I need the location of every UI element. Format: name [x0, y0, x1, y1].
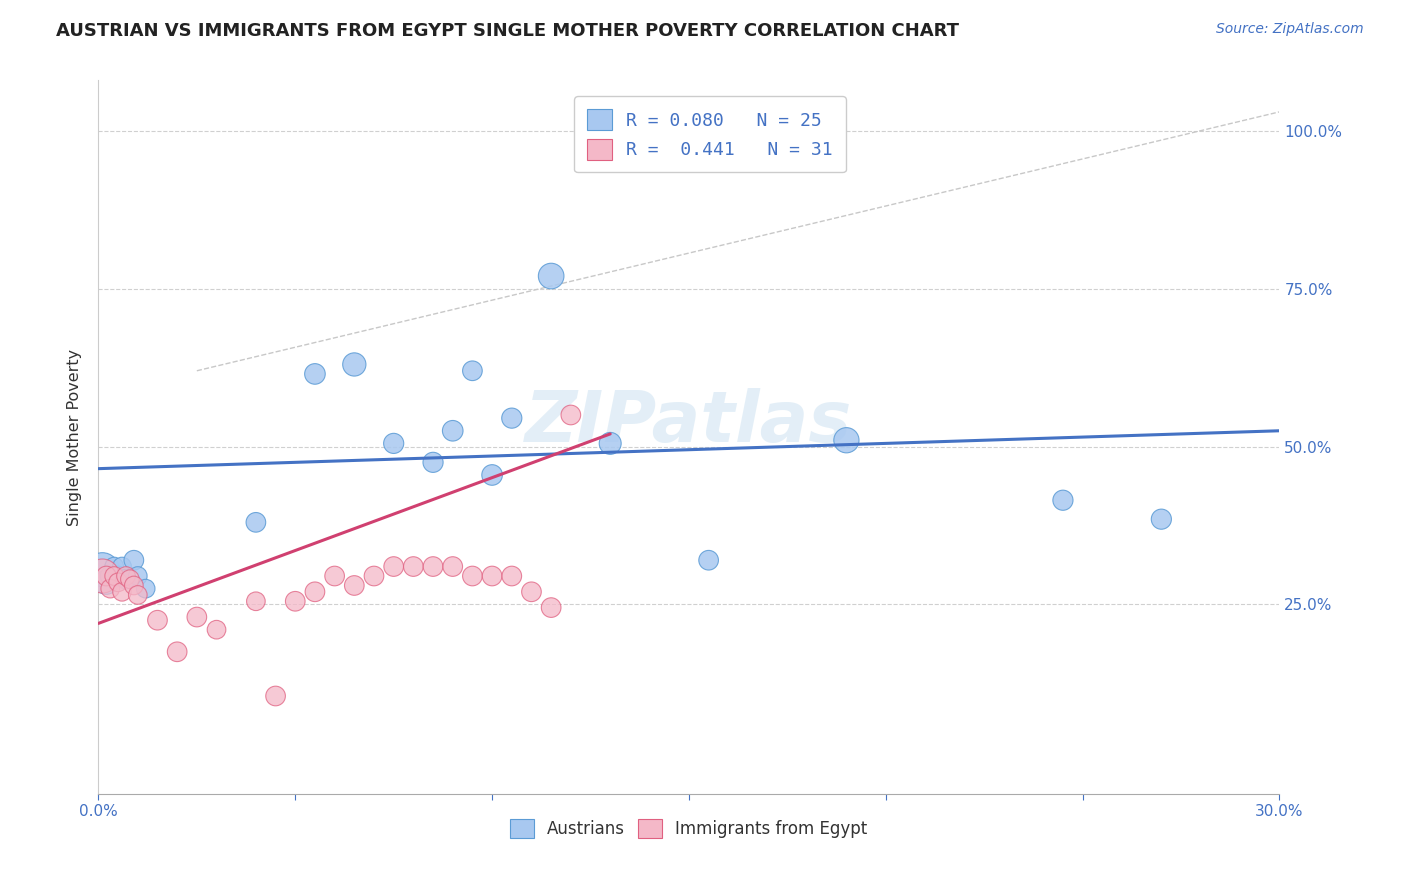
Point [441, 559, 464, 574]
Point [96, 575, 118, 590]
Point [835, 434, 858, 448]
Point [127, 588, 149, 602]
Point [245, 516, 267, 530]
Point [118, 572, 141, 586]
Point [501, 569, 523, 583]
Point [186, 610, 208, 624]
Point [501, 411, 523, 425]
Point [382, 559, 405, 574]
Point [422, 455, 444, 469]
Point [560, 408, 582, 422]
Point [96, 569, 118, 583]
Point [461, 364, 484, 378]
Point [540, 600, 562, 615]
Point [127, 569, 149, 583]
Point [1150, 512, 1173, 526]
Point [111, 584, 134, 599]
Point [697, 553, 720, 567]
Point [122, 553, 145, 567]
Point [146, 613, 169, 627]
Point [115, 569, 138, 583]
Point [98, 569, 121, 583]
Point [111, 559, 134, 574]
Legend: Austrians, Immigrants from Egypt: Austrians, Immigrants from Egypt [502, 810, 876, 847]
Point [323, 569, 346, 583]
Point [1052, 493, 1074, 508]
Point [205, 623, 228, 637]
Point [284, 594, 307, 608]
Point [382, 436, 405, 450]
Point [91, 563, 114, 577]
Point [481, 467, 503, 482]
Point [107, 569, 129, 583]
Point [461, 569, 484, 583]
Point [91, 569, 114, 583]
Point [304, 367, 326, 381]
Point [264, 689, 287, 703]
Point [402, 559, 425, 574]
Point [107, 575, 129, 590]
Y-axis label: Single Mother Poverty: Single Mother Poverty [67, 349, 83, 525]
Point [481, 569, 503, 583]
Text: Source: ZipAtlas.com: Source: ZipAtlas.com [1216, 22, 1364, 37]
Point [343, 578, 366, 592]
Text: ZIPatlas: ZIPatlas [526, 388, 852, 458]
Point [103, 559, 125, 574]
Point [135, 582, 157, 596]
Point [115, 572, 138, 586]
Point [166, 645, 188, 659]
Point [98, 582, 121, 596]
Point [103, 569, 125, 583]
Point [245, 594, 267, 608]
Point [304, 584, 326, 599]
Text: AUSTRIAN VS IMMIGRANTS FROM EGYPT SINGLE MOTHER POVERTY CORRELATION CHART: AUSTRIAN VS IMMIGRANTS FROM EGYPT SINGLE… [56, 22, 959, 40]
Point [540, 268, 562, 283]
Point [343, 358, 366, 372]
Point [122, 578, 145, 592]
Point [422, 559, 444, 574]
Point [520, 584, 543, 599]
Point [599, 436, 621, 450]
Point [441, 424, 464, 438]
Point [363, 569, 385, 583]
